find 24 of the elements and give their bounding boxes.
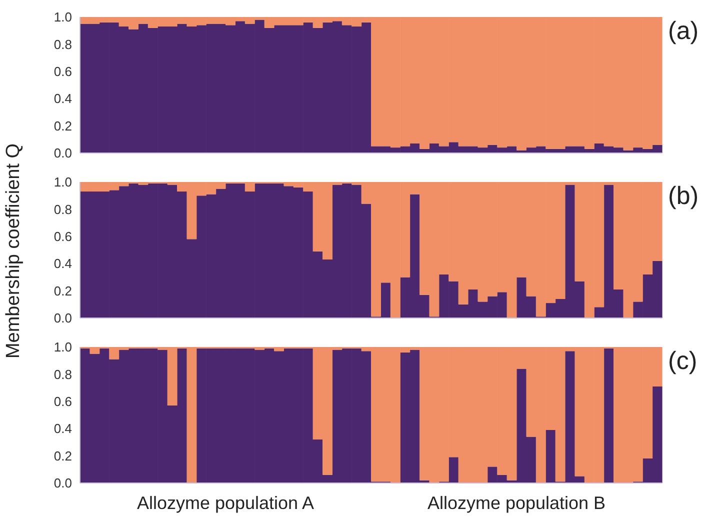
y-tick-label: 0.2: [54, 448, 72, 464]
y-tick-label: 0.4: [54, 421, 72, 436]
chart-title: (a): [668, 17, 699, 46]
y-tick-label: 1.0: [54, 10, 72, 25]
text: Allozyme population B: [426, 493, 607, 514]
y-tick-label: 0.4: [54, 91, 72, 106]
y-tick-label: 0.8: [54, 202, 72, 217]
y-tick-label: 0.4: [54, 256, 72, 272]
y-tick-label: 0.0: [54, 310, 72, 326]
y-tick-label: 0.2: [54, 283, 72, 298]
y-axis-title: Membership coefficient Q: [3, 142, 25, 358]
y-tick-label: 0.8: [54, 36, 72, 52]
y-tick-label: 0.8: [54, 366, 72, 382]
y-tick-label: 0.0: [54, 146, 72, 161]
y-tick-label: 0.6: [54, 394, 72, 410]
y-tick-label: 0.6: [54, 64, 72, 80]
text: Allozyme population A: [136, 493, 316, 514]
y-tick-label: 1.0: [54, 174, 72, 190]
y-tick-label: 0.6: [54, 229, 72, 244]
y-tick-label: 1.0: [54, 340, 72, 355]
y-tick-label: 0.0: [54, 476, 72, 491]
y-tick-label: 0.2: [54, 118, 72, 134]
chart-title: (c): [668, 347, 698, 376]
chart-title: (b): [668, 182, 699, 211]
